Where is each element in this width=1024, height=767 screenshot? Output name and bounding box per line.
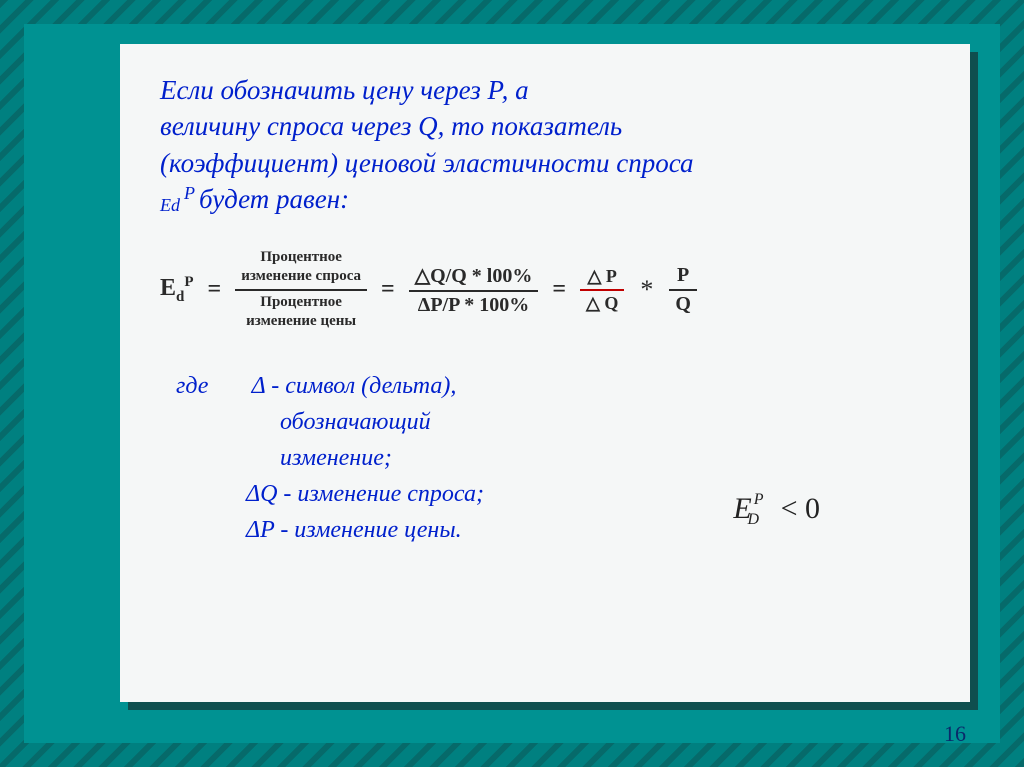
intro-line-3: (коэффициент) ценовой эластичности спрос… <box>160 145 930 181</box>
frac2-den: ΔP/P * 100% <box>412 292 535 319</box>
ineq-sup: P <box>754 491 764 508</box>
formula-lhs: EdP <box>160 274 194 306</box>
fraction-delta-ratio: △Q/Q * l00% ΔP/P * 100% <box>409 261 539 319</box>
frac2-num: △Q/Q * l00% <box>409 261 539 290</box>
where-l3: изменение; <box>176 440 930 476</box>
intro-line-2: величину спроса через Q, то показатель <box>160 108 930 144</box>
equals-2: = <box>377 276 399 303</box>
intro-text: Если обозначить цену через Р, а величину… <box>160 72 930 218</box>
page-number: 16 <box>944 721 966 747</box>
frac3-den: △ Q <box>580 291 624 316</box>
ed-superscript: P <box>184 181 195 205</box>
frac1-den-l2: изменение цены <box>246 312 356 332</box>
intro-line-1: Если обозначить цену через Р, а <box>160 72 930 108</box>
frac4-num: P <box>671 262 695 289</box>
where-l2: обозначающий <box>176 404 930 440</box>
ineq-tail: < 0 <box>773 492 820 525</box>
intro-line-4-rest: будет равен: <box>199 181 349 217</box>
where-label: где <box>176 368 246 404</box>
fraction-dp-dq: △ P △ Q <box>580 264 624 316</box>
fraction-p-q: P Q <box>669 262 697 318</box>
equals-3: = <box>548 276 570 303</box>
equals-1: = <box>204 276 226 303</box>
lhs-sub: d <box>176 289 184 305</box>
content-panel: Если обозначить цену через Р, а величину… <box>120 44 970 702</box>
frac1-den-l1: Процентное <box>246 293 356 313</box>
frac3-num: △ P <box>582 264 623 289</box>
multiply-star: * <box>634 275 659 305</box>
ed-prefix: Ed <box>160 193 180 217</box>
inequality: EPD < 0 <box>733 492 820 526</box>
intro-line-4: Ed P будет равен: <box>160 181 930 217</box>
ineq-sub: D <box>748 511 760 528</box>
frac4-den: Q <box>669 291 697 318</box>
lhs-base: E <box>160 275 176 301</box>
where-l1: Δ - символ (дельта), <box>252 373 457 399</box>
lhs-sup: P <box>184 274 193 290</box>
frac1-num-l2: изменение спроса <box>241 267 361 287</box>
elasticity-formula: EdP = Процентное изменение спроса Процен… <box>160 246 930 334</box>
frac1-num-l1: Процентное <box>241 248 361 268</box>
where-line-1: где Δ - символ (дельта), <box>176 368 930 404</box>
fraction-text: Процентное изменение спроса Процентное и… <box>235 246 367 334</box>
